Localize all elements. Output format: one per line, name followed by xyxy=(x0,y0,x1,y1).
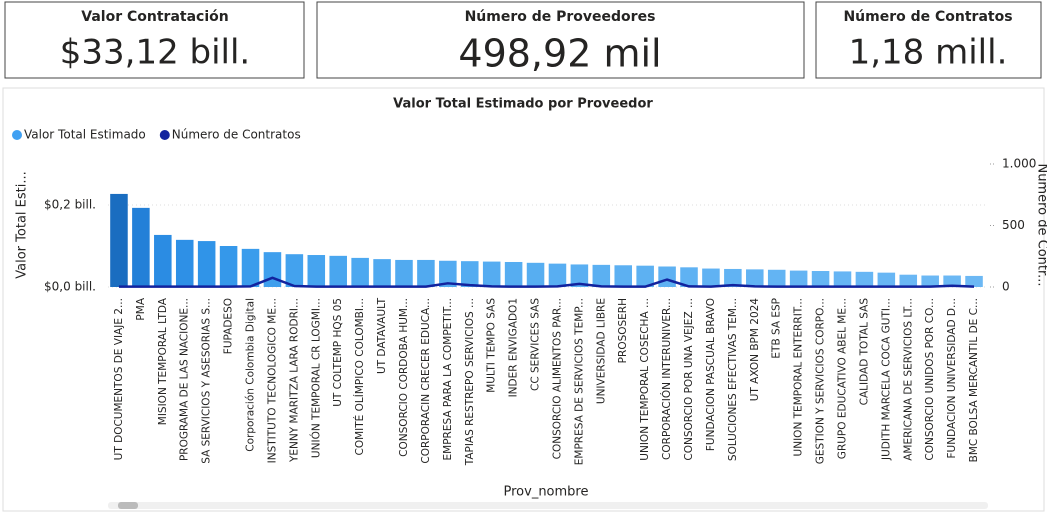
bar xyxy=(395,260,413,287)
x-tick-label: UT COLTEMP HQS 05 xyxy=(332,298,344,407)
x-tick-label: UT DATAVAULT xyxy=(376,297,388,374)
legend-label: Número de Contratos xyxy=(172,128,301,142)
y-axis-label: Valor Total Esti... xyxy=(15,171,30,278)
y2-tick-label: 1.000 xyxy=(1002,157,1036,171)
x-tick-label: UNION TEMPORAL COSECHA ... xyxy=(639,298,651,461)
x-tick-label: EMPRESA DE SERVICIOS TEMP... xyxy=(573,298,585,465)
x-axis-label: Prov_nombre xyxy=(504,485,589,500)
x-tick-label: COMITÉ OLÍMPICO COLOMBI... xyxy=(353,298,366,455)
x-tick-label: FUNDACION UNIVERSIDAD D... xyxy=(946,298,958,458)
card-title: Número de Proveedores xyxy=(465,9,656,25)
x-tick-label: SOLUCIONES EFECTIVAS TEM... xyxy=(727,298,739,461)
x-tick-label: YENNY MARITZA LARA RODRI... xyxy=(288,298,300,463)
bar xyxy=(373,259,391,287)
x-tick-label: EMPRESA PARA LA COMPETIT... xyxy=(442,298,454,461)
x-tick-label: AMERICANA DE SERVICIOS LT... xyxy=(902,298,914,461)
x-tick-label: CONSORCIO POR UNA VEJEZ ... xyxy=(683,298,695,461)
bar xyxy=(286,254,304,287)
x-tick-label: CONSORCIO ALIMENTOS PAR... xyxy=(551,298,563,459)
y2-axis-label: Número de Contr... xyxy=(1035,163,1047,286)
bar xyxy=(878,273,896,287)
y-tick-label: $0,0 bill. xyxy=(44,280,96,294)
x-tick-label: MULTI TEMPO SAS xyxy=(486,298,498,393)
bar xyxy=(856,272,874,287)
card-value: $33,12 bill. xyxy=(60,33,251,73)
x-tick-label: PROSOSERH xyxy=(617,298,629,363)
bar xyxy=(264,252,282,287)
bar xyxy=(614,265,632,287)
bar xyxy=(329,256,347,287)
legend-marker xyxy=(160,130,170,140)
legend-marker xyxy=(12,130,22,140)
bar xyxy=(549,264,567,287)
x-tick-label: ETB SA ESP xyxy=(771,298,783,359)
x-tick-label: Corporación Colombia Digital xyxy=(245,298,257,452)
bar xyxy=(899,275,917,287)
bar xyxy=(527,263,545,287)
x-tick-label: CALIDAD TOTAL SAS xyxy=(858,298,870,406)
card-value: 1,18 mill. xyxy=(849,33,1008,73)
x-tick-label: INDER ENVIGADO1 xyxy=(508,298,520,397)
x-tick-label: CONSORCIO CORDOBA HUM... xyxy=(398,298,410,457)
scrollbar-thumb[interactable] xyxy=(118,502,138,509)
x-tick-label: MISION TEMPORAL LTDA xyxy=(157,297,169,425)
x-tick-label: SA SERVICIOS Y ASESORIAS S... xyxy=(201,298,213,464)
x-tick-label: FUPADESO xyxy=(223,298,235,354)
card-title: Valor Contratación xyxy=(81,9,228,25)
x-tick-label: CORPORACIÓN INTERUNIVER... xyxy=(660,298,673,460)
x-tick-label: BMC BOLSA MERCANTIL DE C... xyxy=(968,298,980,462)
bar xyxy=(768,270,786,287)
x-tick-label: UNION TEMPORAL ENTERRIT... xyxy=(793,298,805,456)
x-tick-label: PMA xyxy=(135,297,147,320)
bar xyxy=(242,249,260,287)
x-tick-label: CONSORCIO UNIDOS POR CO... xyxy=(924,298,936,461)
y-tick-label: $0,2 bill. xyxy=(44,198,96,212)
x-tick-label: UNIVERSIDAD LIBRE xyxy=(595,298,607,404)
y2-tick-label: 0 xyxy=(1002,280,1010,294)
bar xyxy=(812,271,830,287)
bar xyxy=(220,246,238,287)
y2-tick-label: 500 xyxy=(1002,218,1025,232)
chart-title: Valor Total Estimado por Proveedor xyxy=(393,97,653,112)
bar xyxy=(702,269,720,287)
bar xyxy=(110,194,128,287)
bar xyxy=(176,240,194,287)
bar xyxy=(308,255,326,287)
bar xyxy=(198,241,216,287)
card-title: Número de Contratos xyxy=(843,9,1012,25)
bar xyxy=(834,271,852,287)
bar xyxy=(790,271,808,287)
x-tick-label: GRUPO EDUCATIVO ABEL ME... xyxy=(836,298,848,459)
x-tick-label: CC SERVICES SAS xyxy=(530,298,542,391)
x-tick-label: UT DOCUMENTOS DE VIAJE 2... xyxy=(113,298,125,460)
x-tick-label: INSTITUTO TECNOLOGICO ME... xyxy=(266,298,278,463)
x-tick-label: TAPIAS RESTREPO SERVICIOS ... xyxy=(464,298,476,466)
legend-label: Valor Total Estimado xyxy=(24,128,146,142)
bar xyxy=(461,261,479,287)
bar xyxy=(505,262,523,287)
scrollbar-track[interactable] xyxy=(108,502,988,509)
bar xyxy=(658,267,676,288)
bar xyxy=(154,235,172,287)
bar xyxy=(132,208,150,287)
x-tick-label: CORPORACIN CRECER EDUCA... xyxy=(420,298,432,464)
x-tick-label: FUNDACION PASCUAL BRAVO xyxy=(705,298,717,451)
x-tick-label: JUDITH MARCELA COCA GUTI... xyxy=(880,298,892,461)
bar xyxy=(351,258,369,287)
bar xyxy=(593,265,611,287)
x-tick-label: UNIÓN TEMPORAL CR LOGMI... xyxy=(309,298,322,458)
card-value: 498,92 mil xyxy=(458,32,661,76)
bar xyxy=(746,269,764,287)
bar xyxy=(483,262,501,287)
x-tick-label: PROGRAMA DE LAS NACIONE... xyxy=(179,298,191,461)
x-tick-label: UT AXON BPM 2024 xyxy=(749,298,761,402)
x-tick-label: GESTION Y SERVICIOS CORPO... xyxy=(815,298,827,464)
bar xyxy=(417,260,435,287)
